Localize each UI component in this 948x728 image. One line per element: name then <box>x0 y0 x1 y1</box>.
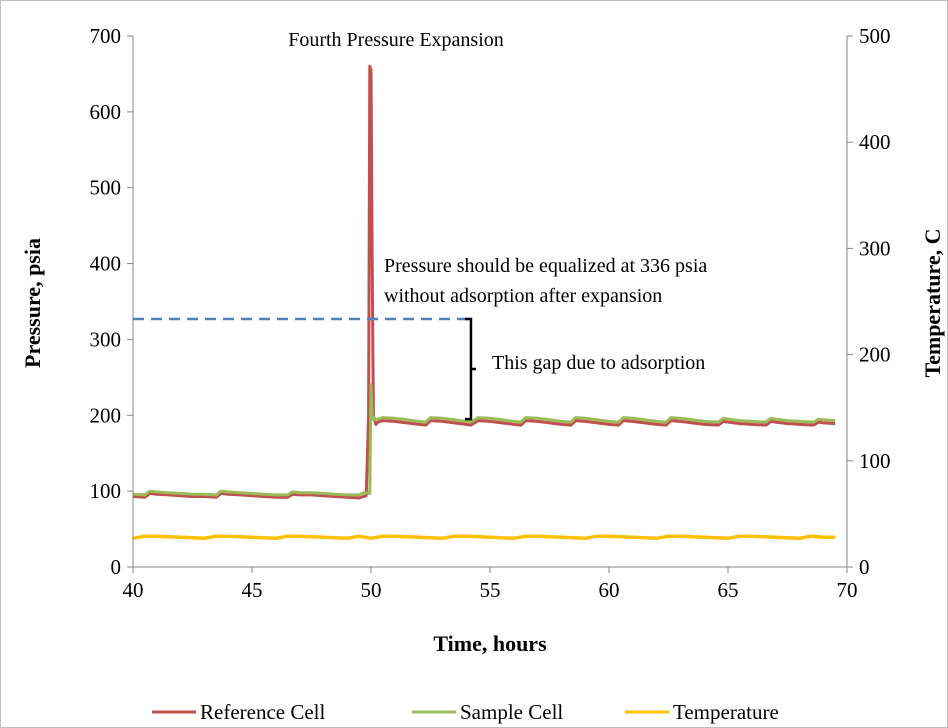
y-tick-label: 500 <box>90 176 122 200</box>
y-axis-title: Pressure, psia <box>20 238 45 368</box>
annotation-equalized-line1: Pressure should be equalized at 336 psia <box>384 255 707 277</box>
y-tick-label: 100 <box>90 479 122 503</box>
y2-axis-title: Temperature, C <box>920 228 945 377</box>
series-line-sample <box>132 383 836 497</box>
y-tick-label: 400 <box>90 252 122 276</box>
x-tick-label: 55 <box>480 578 501 602</box>
series-line-reference <box>132 64 836 500</box>
axes-layer: 0 100 200 300 400 500 600 700 0 100 200 300 400 500 40… <box>90 24 891 602</box>
x-tick-label: 40 <box>123 578 144 602</box>
annotation-layer <box>133 317 476 421</box>
y2-tick-label: 500 <box>859 24 891 48</box>
series-layer <box>132 64 836 541</box>
annotation-fourth-expansion: Fourth Pressure Expansion <box>288 29 504 51</box>
annotation-gap-label: This gap due to adsorption <box>492 352 705 374</box>
y-tick-label: 700 <box>90 24 122 48</box>
x-tick-label: 45 <box>242 578 263 602</box>
y-tick-label: 200 <box>90 403 122 427</box>
y2-tick-label: 0 <box>859 555 870 579</box>
y2-tick-label: 400 <box>859 130 891 154</box>
y2-tick-label: 100 <box>859 449 891 473</box>
legend-label-reference: Reference Cell <box>200 700 326 724</box>
y-tick-label: 0 <box>111 555 122 579</box>
series-line-temperature <box>132 534 836 541</box>
y-tick-label: 300 <box>90 327 122 351</box>
y2-tick-label: 300 <box>859 236 891 260</box>
x-axis-title: Time, hours <box>433 631 547 656</box>
x-tick-label: 70 <box>837 578 858 602</box>
legend-label-sample: Sample Cell <box>460 700 563 724</box>
legend: Reference Cell Sample Cell Temperature <box>152 700 779 724</box>
legend-label-temperature: Temperature <box>673 700 779 724</box>
adsorption-gap-bracket <box>464 317 476 421</box>
x-tick-label: 60 <box>599 578 620 602</box>
annotation-equalized-line2: without adsorption after expansion <box>384 285 662 307</box>
y-tick-label: 600 <box>90 100 122 124</box>
x-tick-label: 50 <box>361 578 382 602</box>
y2-tick-label: 200 <box>859 343 891 367</box>
x-tick-label: 65 <box>718 578 739 602</box>
